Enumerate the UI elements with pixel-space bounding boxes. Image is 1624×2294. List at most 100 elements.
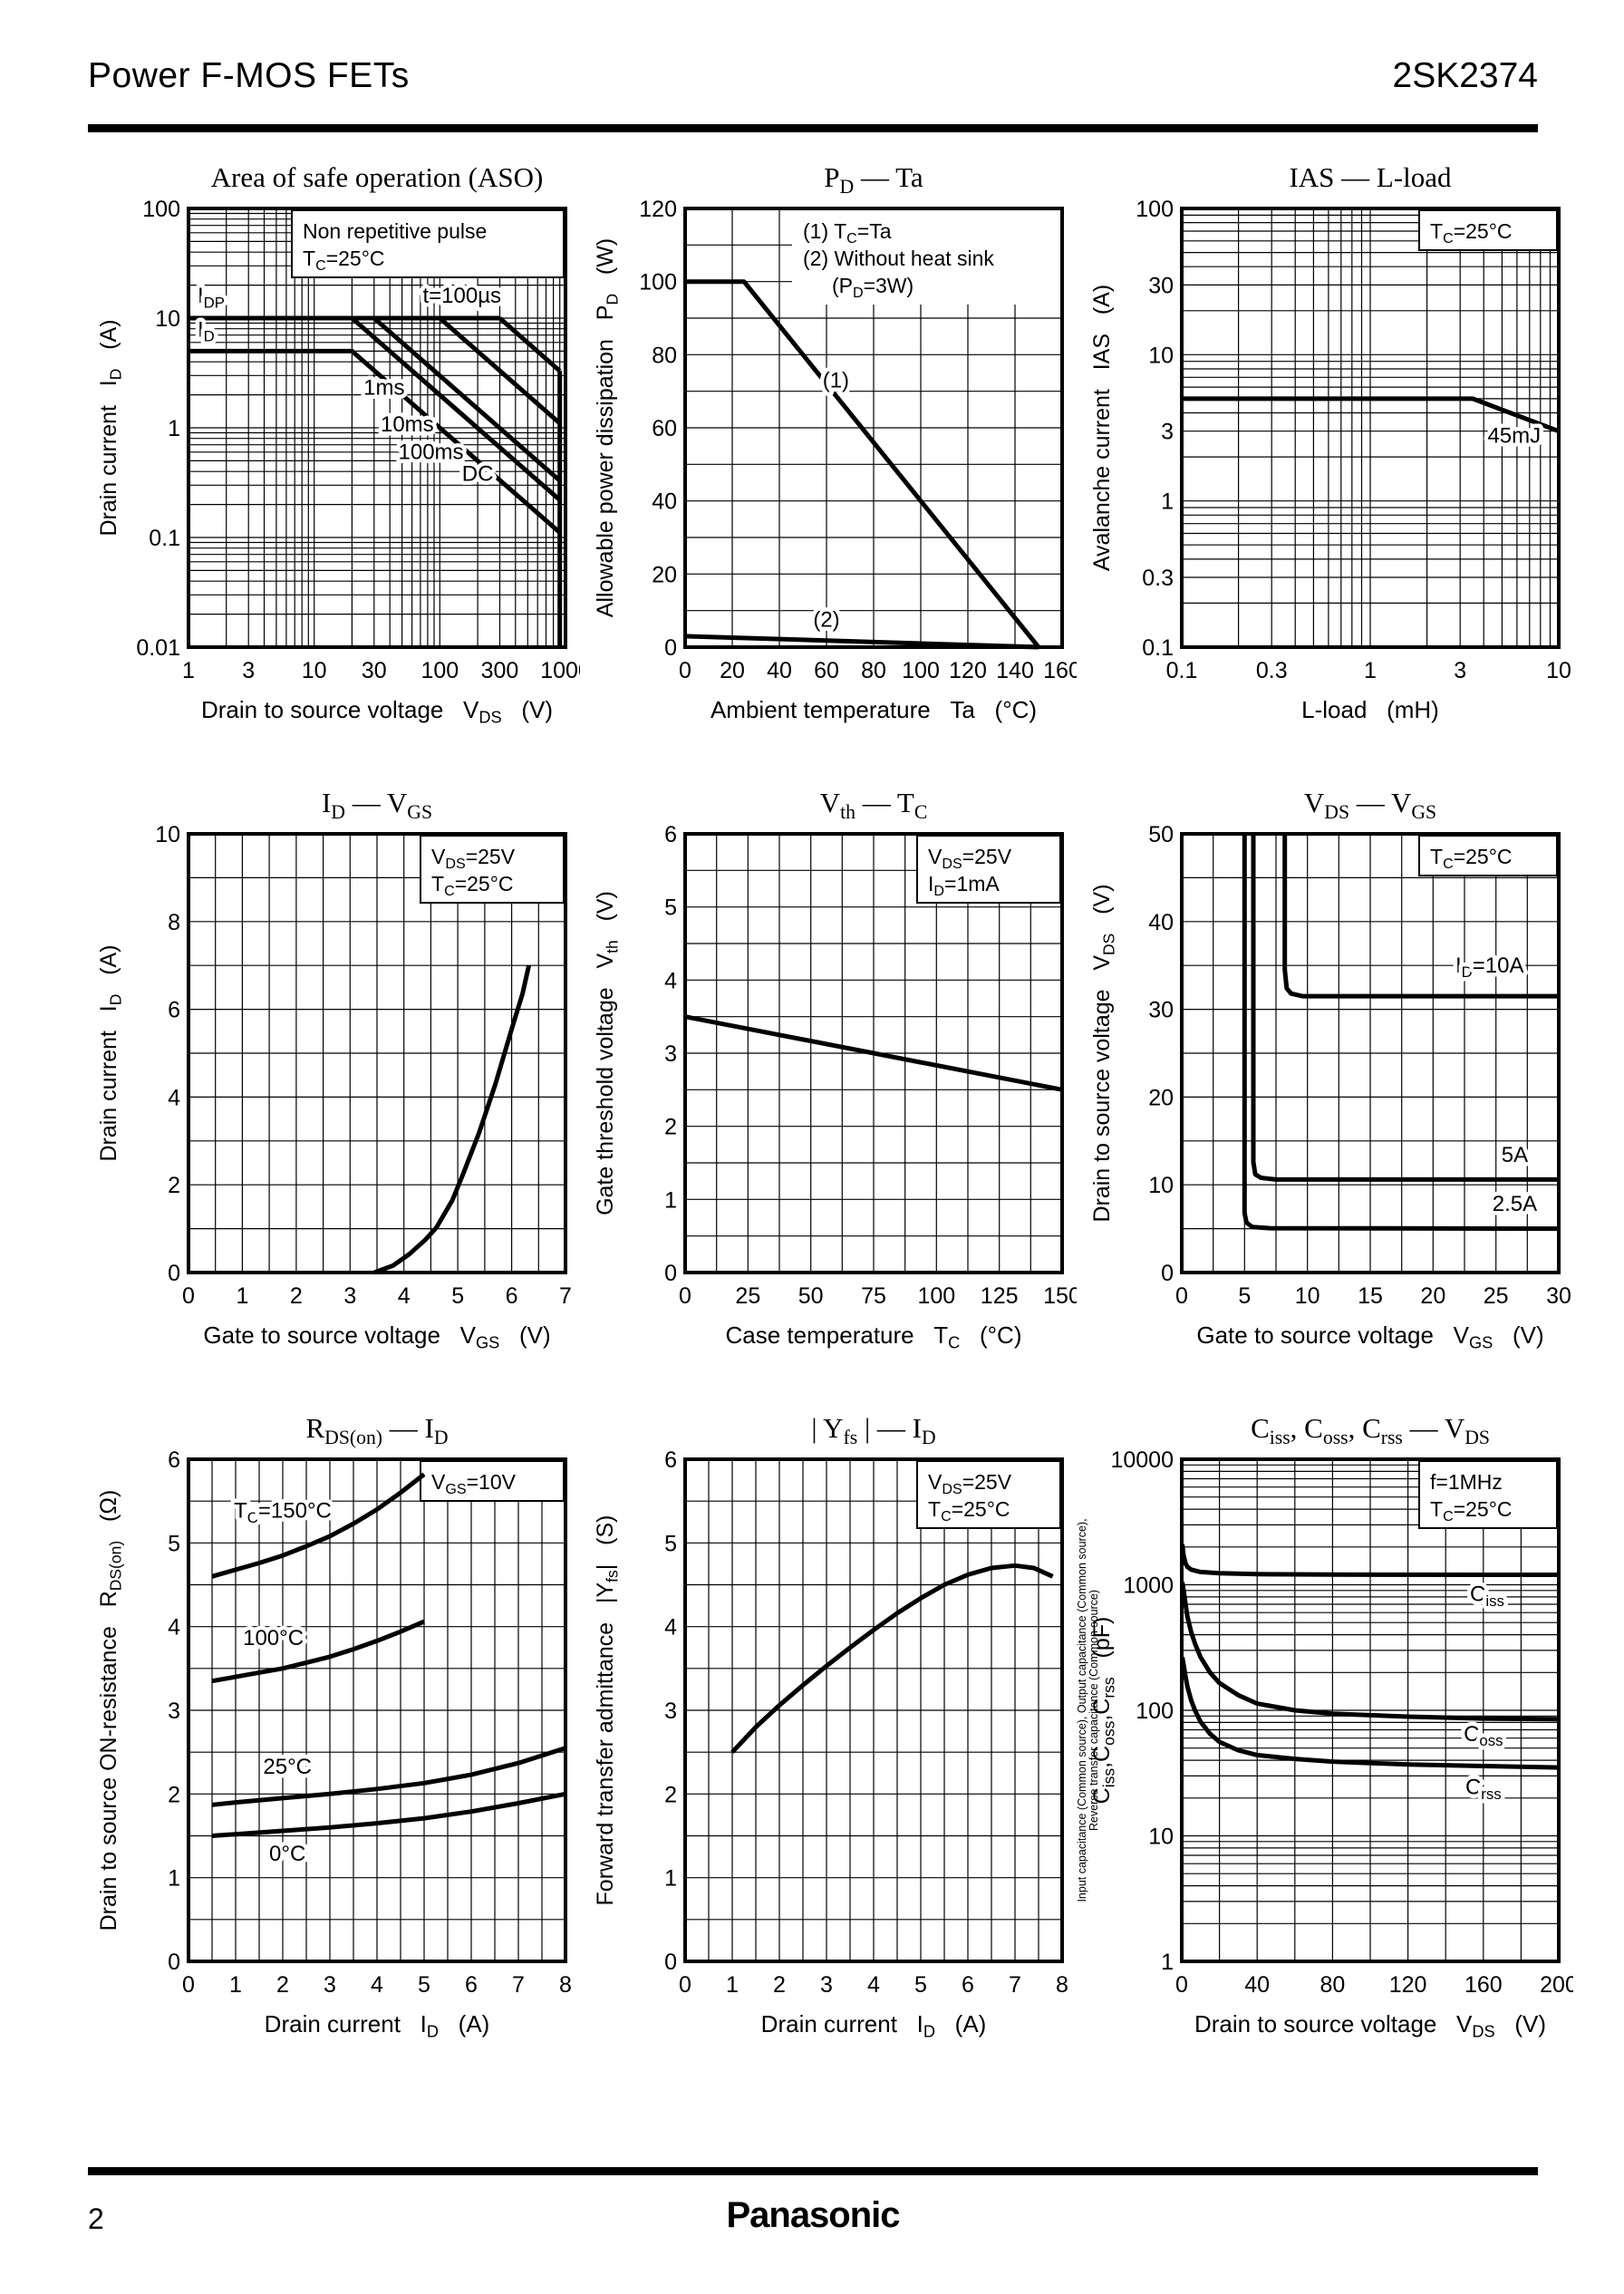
x-tick-label: 10: [1295, 1283, 1320, 1309]
condition-text: TC=25°C: [303, 247, 385, 274]
x-tick-label: 25: [1484, 1283, 1509, 1309]
x-tick-label: 0: [1175, 1283, 1188, 1309]
x-tick-label: 1: [229, 1972, 242, 1998]
curve-label: ID=10A: [1455, 953, 1524, 981]
chart-title: PD — Ta: [824, 161, 923, 198]
plot-frame: [683, 1457, 1064, 1963]
y-tick-label: 10: [1148, 1173, 1174, 1198]
x-axis-label: Drain to source voltage VDS (V): [201, 696, 553, 727]
chart-svg-rdson-id: RDS(on) — ID VGS=10V 0 1 2 3 4 5 6 7 8 0 1 2 3 4 5 6 Drain…: [96, 1412, 572, 2041]
x-tick-label: 150: [1043, 1283, 1077, 1309]
y-tick-label: 40: [652, 489, 677, 515]
y-axis-label: Drain current ID (A): [96, 319, 125, 536]
x-tick-label: 40: [1244, 1972, 1270, 1998]
y-axis-label: Gate threshold voltage Vth (V): [593, 891, 622, 1215]
chart-pd-ta: PD — Ta (1) TC=Ta (2) Without heat sink (P…: [580, 152, 1081, 778]
chart-title: VDS — VGS: [1304, 787, 1436, 823]
brand-logo: Panasonic: [726, 2195, 900, 2235]
gridlines: [188, 208, 566, 648]
gridlines: [1181, 1458, 1560, 1962]
y-tick-label: 6: [168, 1447, 180, 1473]
condition-text: VDS=25V: [928, 1470, 1012, 1497]
series-vth: [684, 1014, 1063, 1092]
series-id-5a: [1251, 834, 1559, 1182]
chart-svg-ias-lload: IAS — L-load TC=25°C 0.1 0.3 1 3 10 0.1 0.3 1 3 10 3…: [1089, 161, 1571, 723]
part-number: 2SK2374: [1392, 56, 1538, 95]
y-tick-label: 4: [168, 1085, 180, 1110]
condition-text: TC=25°C: [1430, 219, 1513, 247]
condition-text: TC=25°C: [1430, 1497, 1513, 1524]
y-axis-label: Ciss,Coss,Crss (pF): [1089, 1617, 1118, 1805]
x-tick-label: 7: [512, 1972, 525, 1998]
y-tick-label: 10: [155, 822, 180, 847]
y-axis-sublabel: Input capacitance (Common source), Outpu…: [1077, 1518, 1088, 1902]
curve-label: 5A: [1502, 1143, 1528, 1167]
plot-frame: [1180, 207, 1561, 649]
series-coss: [1180, 1582, 1560, 1722]
x-tick-label: 25: [735, 1283, 760, 1309]
plot-frame: [683, 207, 1064, 649]
y-tick-label: 10: [155, 306, 180, 332]
y-tick-label: 40: [1148, 910, 1174, 935]
curve-label: 0°C: [269, 1842, 305, 1866]
condition-text: ID=1mA: [928, 872, 1000, 899]
x-tick-label: 80: [1320, 1972, 1345, 1998]
x-tick-label: 2: [290, 1283, 303, 1309]
x-tick-label: 1: [1364, 658, 1377, 683]
chart-title: ID — VGS: [322, 787, 432, 823]
x-tick-label: 4: [867, 1972, 880, 1998]
y-tick-label: 5: [664, 1531, 677, 1556]
plot-frame: [1180, 1457, 1561, 1963]
curve-label: DC: [462, 461, 494, 486]
y-tick-label: 20: [1148, 1085, 1174, 1110]
series-id-vgs: [373, 964, 532, 1275]
curve-label: 100ms: [399, 440, 464, 464]
series-tc-25c: [211, 1746, 566, 1807]
y-tick-label: 1: [664, 1866, 677, 1892]
curve-label: 25°C: [263, 1755, 312, 1779]
y-tick-label: 100: [1136, 197, 1174, 222]
curve-label: Crss: [1465, 1775, 1502, 1802]
x-axis-label: Gate to source voltage VGS (V): [1196, 1321, 1543, 1352]
chart-title: | Yfs | — ID: [811, 1412, 935, 1448]
x-tick-label: 100: [420, 658, 459, 683]
y-tick-label: 1000: [1123, 1573, 1174, 1599]
x-tick-label: 3: [324, 1972, 336, 1998]
x-tick-label: 1: [236, 1283, 248, 1309]
condition-text: VDS=25V: [928, 845, 1012, 872]
curve-label: t=100µs: [422, 284, 501, 308]
y-tick-label: 0: [664, 1261, 677, 1286]
y-tick-label: 1: [1161, 1950, 1174, 1975]
y-tick-label: 10000: [1110, 1447, 1174, 1473]
y-tick-label: 2: [664, 1782, 677, 1807]
x-tick-label: 1000: [540, 658, 580, 683]
y-tick-label: 1: [664, 1187, 677, 1213]
condition-text: (PD=3W): [803, 274, 914, 301]
y-tick-label: 0: [664, 1950, 677, 1975]
condition-box: [1418, 209, 1558, 251]
condition-text: TC=25°C: [431, 872, 514, 899]
y-tick-label: 4: [168, 1615, 180, 1641]
y-tick-label: 100: [142, 197, 180, 222]
condition-text: VGS=10V: [431, 1470, 517, 1497]
gridlines: [684, 1458, 1063, 1962]
x-tick-label: 3: [343, 1283, 356, 1309]
header-rule: [88, 124, 1538, 132]
curve-label: Ciss: [1470, 1583, 1504, 1610]
x-tick-label: 4: [371, 1972, 383, 1998]
y-tick-label: 2: [168, 1173, 180, 1198]
x-tick-label: 10: [302, 658, 327, 683]
y-tick-label: 30: [1148, 273, 1174, 298]
y-tick-label: 4: [664, 968, 677, 993]
y-tick-label: 1: [168, 1866, 180, 1892]
page-footer: 2 Panasonic: [88, 2193, 1538, 2248]
x-tick-label: 20: [1420, 1283, 1445, 1309]
y-tick-label: 6: [664, 822, 677, 847]
chart-rdson-id: RDS(on) — ID VGS=10V 0 1 2 3 4 5 6 7 8 0 1 2 3 4 5 6 Drain…: [83, 1403, 580, 2092]
chart-capacitance-vds: Ciss, Coss, Crss — VDS f=1MHz TC=25°C 0 40 80…: [1076, 1403, 1578, 2092]
y-tick-label: 0: [168, 1950, 180, 1975]
y-tick-label: 6: [664, 1447, 677, 1473]
series-with-heat-sink: [685, 279, 1040, 649]
x-tick-label: 0: [679, 658, 691, 683]
